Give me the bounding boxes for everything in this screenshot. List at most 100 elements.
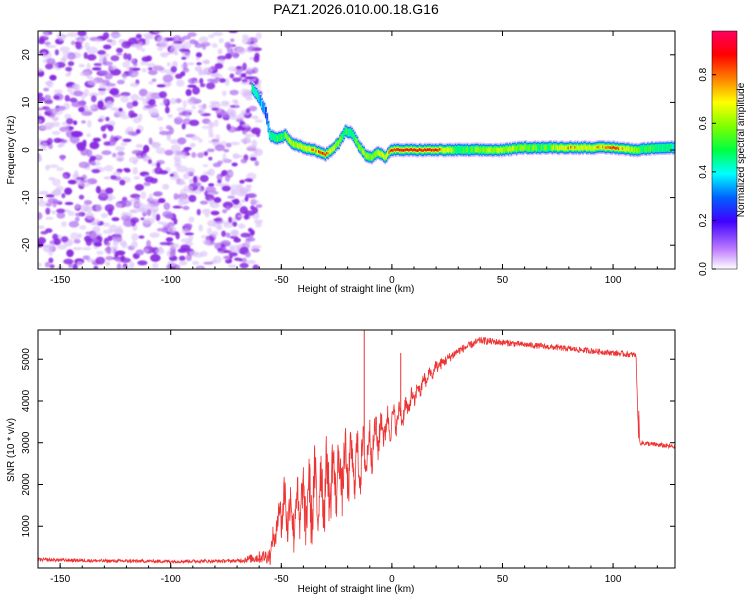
noise-blob <box>201 208 211 215</box>
noise-blob <box>188 234 194 242</box>
ridge-cell <box>483 147 486 153</box>
noise-blob <box>182 100 187 108</box>
noise-blob <box>232 204 241 209</box>
noise-blob <box>79 181 91 188</box>
ridge-cell <box>499 146 502 152</box>
noise-blob <box>95 256 106 265</box>
noise-blob <box>67 86 73 93</box>
ridge-cell <box>306 146 308 152</box>
ridge-cell <box>661 143 664 152</box>
noise-blob <box>97 100 104 109</box>
noise-blob <box>182 67 190 73</box>
noise-blob <box>212 31 224 37</box>
noise-blob <box>245 108 251 114</box>
noise-blob <box>99 70 109 74</box>
noise-blob <box>218 38 224 44</box>
ridge-cell <box>327 152 330 155</box>
noise-blob <box>101 150 112 156</box>
noise-blob <box>184 232 195 236</box>
noise-blob <box>79 204 90 212</box>
noise-blob <box>38 201 48 207</box>
noise-blob <box>143 105 154 109</box>
noise-blob <box>239 179 245 184</box>
ridge-cell <box>258 93 261 102</box>
noise-blob <box>148 69 158 76</box>
noise-blob <box>74 170 79 177</box>
noise-blob <box>208 34 215 39</box>
noise-blob <box>228 171 234 176</box>
noise-blob <box>116 79 125 85</box>
snr-ytick-label: 2000 <box>21 473 32 496</box>
noise-blob <box>158 91 167 99</box>
ridge-cell <box>523 144 526 150</box>
noise-blob <box>46 57 56 65</box>
ridge-cell <box>315 149 318 153</box>
ridge-cell <box>298 143 300 149</box>
ridge-cell <box>534 144 537 150</box>
ridge-cell <box>324 153 327 157</box>
ridge-cell <box>329 148 332 154</box>
colorbar-tick-label: 0.6 <box>698 116 709 130</box>
noise-blob <box>192 175 198 184</box>
ridge-cell <box>525 144 527 150</box>
noise-blob <box>86 149 93 158</box>
ridge-cell <box>539 144 542 153</box>
noise-blob <box>129 82 139 88</box>
noise-blob <box>167 113 173 118</box>
noise-blob <box>227 195 236 199</box>
ridge-cell <box>461 145 464 154</box>
noise-blob <box>225 232 231 238</box>
noise-blob <box>69 97 78 103</box>
ridge-cell <box>487 147 490 153</box>
noise-blob <box>83 199 93 205</box>
noise-blob <box>70 232 79 240</box>
noise-blob <box>169 97 177 105</box>
noise-blob <box>176 79 185 87</box>
ridge-cell <box>478 147 481 153</box>
noise-blob <box>163 202 171 211</box>
noise-blob <box>78 161 90 169</box>
ridge-cell <box>380 151 383 157</box>
noise-blob <box>173 193 179 200</box>
ridge-cell <box>647 144 650 153</box>
noise-blob <box>245 260 256 265</box>
noise-blob <box>133 176 141 180</box>
noise-blob <box>244 132 250 139</box>
noise-blob <box>53 95 60 100</box>
noise-blob <box>194 43 204 49</box>
noise-blob <box>213 197 222 204</box>
ridge-cell <box>556 145 559 151</box>
noise-blob <box>164 106 170 114</box>
noise-blob <box>58 34 68 38</box>
noise-blob <box>146 239 151 248</box>
ridge-cell <box>328 148 331 154</box>
noise-blob <box>229 73 235 79</box>
noise-blob <box>185 88 192 97</box>
ridge-cell <box>587 145 590 151</box>
noise-blob <box>213 119 219 127</box>
noise-blob <box>123 52 129 60</box>
colorbar: 0.0 0.2 0.4 0.6 0.8 Normalized spectral ampl… <box>698 30 747 276</box>
snr-line <box>38 336 675 565</box>
noise-blob <box>131 149 143 155</box>
noise-blob <box>89 92 99 97</box>
ridge-cell <box>469 146 472 155</box>
noise-blob <box>89 231 98 240</box>
ridge-cell <box>450 147 453 153</box>
noise-blob <box>120 95 129 103</box>
noise-blob <box>211 43 218 48</box>
noise-blob <box>102 61 113 66</box>
noise-blob <box>81 120 86 124</box>
noise-blob <box>84 42 90 51</box>
ridge-cell <box>473 145 476 154</box>
noise-blob <box>52 178 61 187</box>
noise-blob <box>237 223 246 229</box>
noise-blob <box>138 235 145 239</box>
noise-blob <box>182 205 190 211</box>
ridge-cell <box>636 147 639 154</box>
ridge-cell <box>571 145 574 151</box>
noise-blob <box>175 73 183 79</box>
noise-blob <box>212 230 219 237</box>
noise-blob <box>44 99 53 105</box>
ridge-cell <box>256 91 259 100</box>
